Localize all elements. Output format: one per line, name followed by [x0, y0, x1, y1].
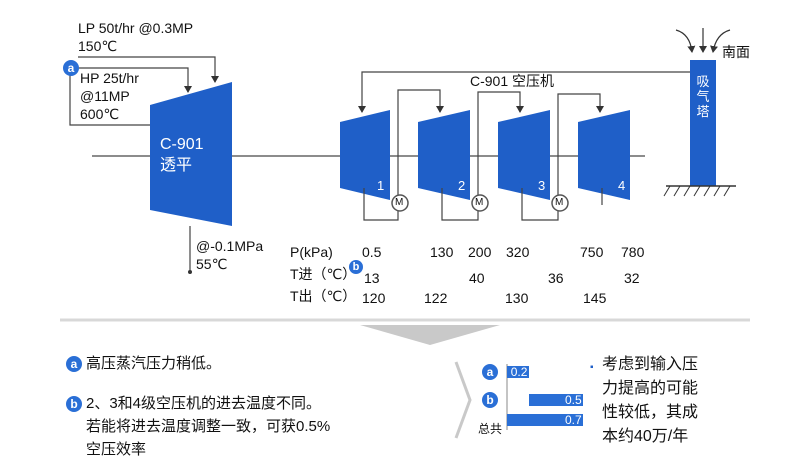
note-a-text: 高压蒸汽压力稍低。 [86, 355, 222, 372]
badge-b-note: b [66, 396, 82, 412]
tin-value-2: 40 [469, 270, 485, 286]
note-b-line-1: 2、3和4级空压机的进去温度不同。 [86, 395, 322, 412]
interstage-pipe-3-4 [521, 93, 604, 221]
tower-side-label: 南面 [722, 44, 750, 60]
compressor-stage-3-shape [498, 110, 550, 200]
tin-value-4: 32 [624, 270, 640, 286]
right-chevron-icon [454, 361, 472, 439]
intake-tower-shape [690, 60, 716, 186]
tower-label: 吸气塔 [696, 74, 710, 119]
pressure-row-label: P(kPa) [290, 244, 333, 260]
tin-value-1: 13 [364, 270, 380, 286]
exhaust-temp: 55℃ [196, 256, 228, 272]
tout-value-1: 120 [362, 290, 386, 306]
hp-steam-pressure: @11MP [80, 88, 130, 104]
tin-row-label: T进（℃） [290, 266, 357, 282]
interstage-pipe-2-3 [441, 91, 524, 221]
turbine-type: 透平 [160, 157, 193, 174]
stage-1-number: 1 [377, 178, 385, 193]
turbine-shape [150, 82, 232, 226]
p-value-5: 750 [580, 244, 604, 260]
tout-row-label: T出（℃） [290, 288, 357, 304]
summary-bullet-icon: ▪ [590, 362, 594, 373]
motor-3-label: M [555, 197, 564, 208]
stage-3-number: 3 [538, 178, 546, 193]
note-b-line-2: 若能将进去温度调整一致，可获0.5% [86, 418, 331, 435]
impact-value-total: 0.7 [565, 413, 582, 427]
hp-steam-temp: 600℃ [80, 106, 120, 122]
lp-steam-label: LP 50t/hr @0.3MP [78, 20, 194, 36]
impact-value-b: 0.5 [565, 393, 582, 407]
impact-bar-b [528, 394, 583, 406]
summary-line-4: 本约40万/年 [602, 428, 689, 445]
hp-steam-top-line [70, 67, 192, 93]
ground-hatch [663, 185, 731, 197]
turbine-name: C-901 [160, 136, 204, 153]
chart-label-total: 总共 [478, 422, 503, 436]
motor-3-circle [551, 194, 569, 212]
intake-arrow-left [675, 29, 696, 53]
badge-a-diagram: a [63, 60, 79, 76]
impact-bar-total [507, 414, 583, 426]
hp-steam-line [69, 68, 150, 126]
lp-steam-line [78, 56, 219, 83]
impact-value-a: 0.2 [510, 365, 528, 379]
impact-bar-a [507, 366, 529, 378]
summary-line-3: 性较低，其成 [602, 404, 699, 421]
summary-line-2: 力提高的可能 [602, 380, 699, 397]
lp-steam-temp: 150℃ [78, 38, 118, 54]
p-value-1: 0.5 [362, 244, 382, 260]
compressor-title: C-901 空压机 [470, 73, 555, 89]
chart-label-a: a [482, 364, 498, 380]
stage-4-number: 4 [618, 178, 626, 193]
motor-1-label: M [395, 197, 404, 208]
p-value-4: 320 [506, 244, 530, 260]
interstage-pipe-1-2 [363, 89, 444, 221]
p-value-6: 780 [621, 244, 645, 260]
p-value-2: 130 [430, 244, 454, 260]
tout-value-4: 145 [583, 290, 607, 306]
chart-label-b: b [482, 392, 498, 408]
hp-steam-label: HP 25t/hr [80, 70, 139, 86]
exhaust-pressure: @-0.1MPa [196, 238, 264, 254]
tin-value-3: 36 [548, 270, 564, 286]
compressor-stage-1-shape [340, 110, 390, 200]
badge-a-note: a [66, 356, 82, 372]
compressor-stage-4-shape [578, 110, 630, 200]
intake-arrow-right [710, 29, 731, 53]
motor-1-circle [391, 194, 409, 212]
motor-2-label: M [475, 197, 484, 208]
summary-line-1: 考虑到输入压 [602, 356, 699, 373]
tout-value-2: 122 [424, 290, 448, 306]
compressor-stage-2-shape [418, 110, 470, 200]
air-intake-line [358, 71, 690, 113]
stage-2-number: 2 [458, 178, 466, 193]
motor-2-circle [471, 194, 489, 212]
note-b-line-3: 空压效率 [86, 441, 147, 458]
tout-value-3: 130 [505, 290, 529, 306]
down-chevron-icon [360, 325, 500, 345]
badge-b-diagram: b [349, 260, 363, 274]
p-value-3: 200 [468, 244, 492, 260]
